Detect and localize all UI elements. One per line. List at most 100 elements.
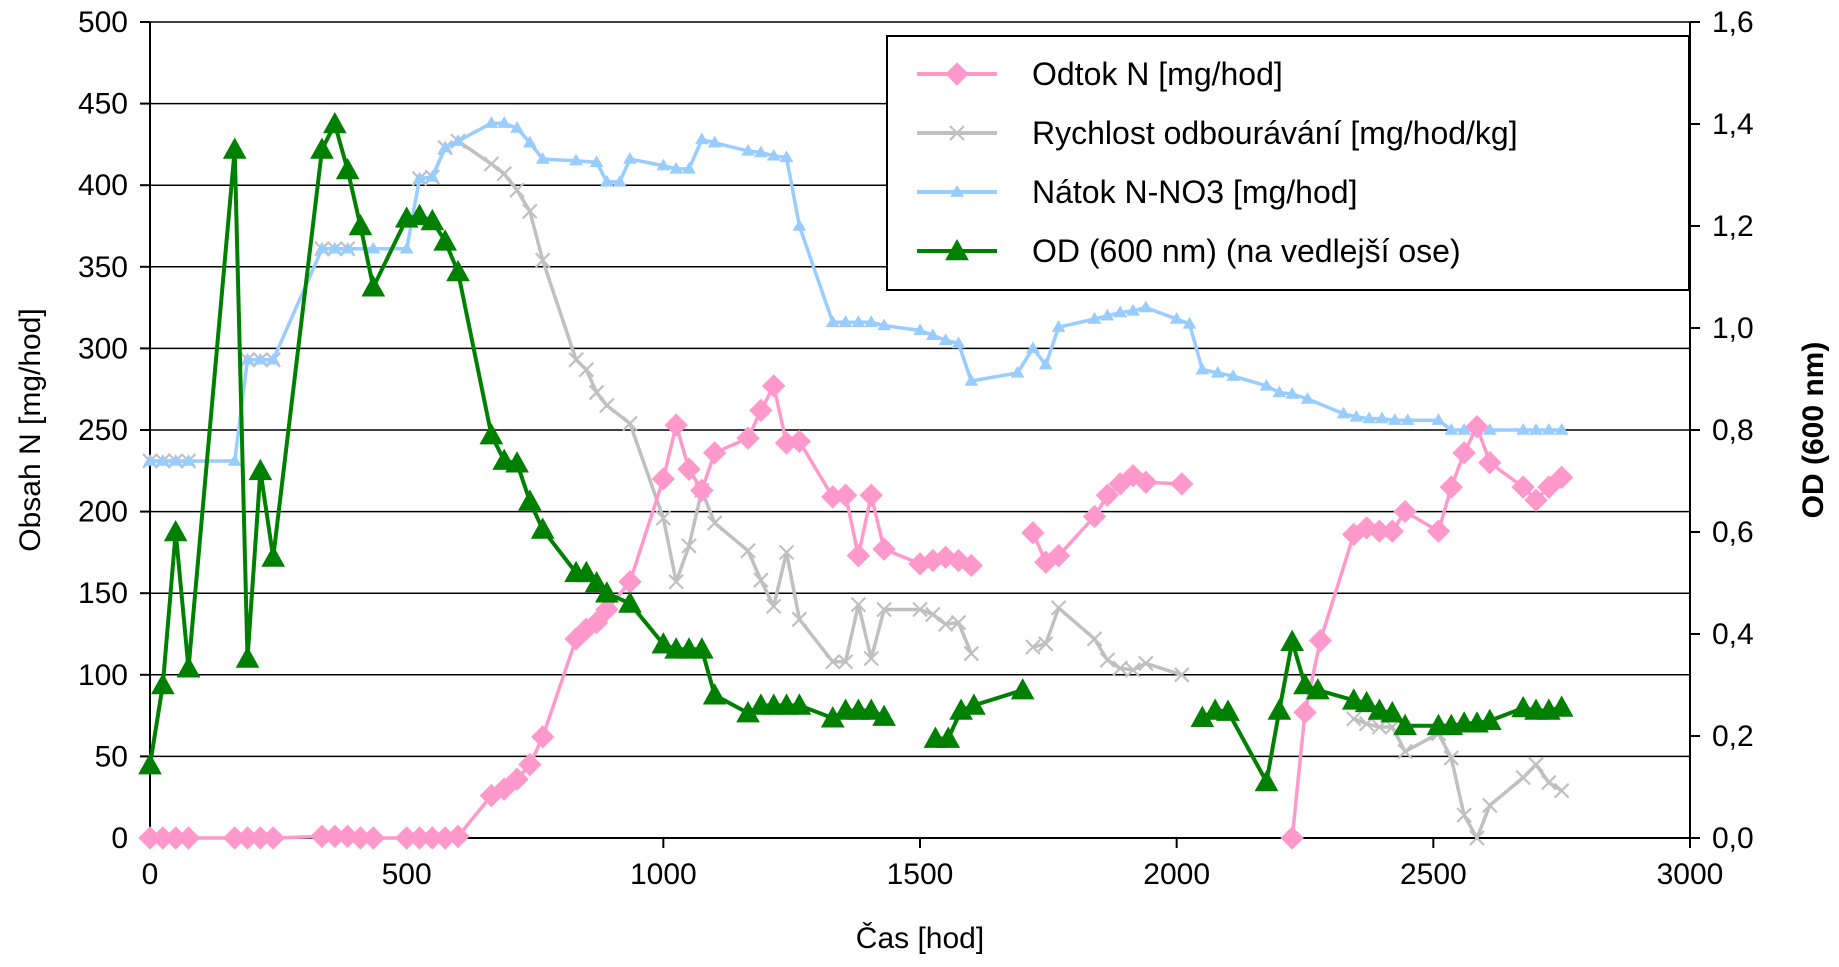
data-point (1452, 441, 1476, 465)
data-point (912, 601, 928, 618)
data-point (1516, 423, 1531, 435)
data-point (530, 517, 555, 539)
data-point (176, 656, 201, 678)
data-point (864, 315, 879, 327)
data-point (859, 698, 884, 720)
data-point (825, 315, 840, 327)
data-point (138, 753, 162, 775)
data-point (340, 241, 355, 254)
legend-swatch-marker (949, 125, 965, 141)
data-point (837, 653, 854, 670)
data-point (779, 150, 794, 163)
data-point (407, 203, 432, 226)
series-group (138, 111, 1574, 850)
data-point (850, 596, 867, 613)
data-point (690, 478, 714, 503)
y2-tick-label: 0,8 (1712, 414, 1754, 447)
data-point (1457, 423, 1472, 435)
data-point (588, 384, 605, 401)
y2-tick-label: 0,4 (1712, 618, 1754, 651)
data-point (1371, 719, 1388, 735)
legend-swatch-marker (950, 185, 964, 197)
data-point (612, 174, 627, 187)
data-point (1554, 423, 1569, 435)
data-point (846, 543, 871, 568)
data-point (438, 140, 453, 153)
data-point (1469, 830, 1485, 846)
data-point (599, 174, 614, 187)
y2-tick-label: 0,0 (1712, 822, 1754, 855)
data-point (227, 454, 242, 466)
data-point (872, 704, 896, 726)
legend-label: Odtok N [mg/hod] (1032, 56, 1283, 92)
data-point (622, 415, 638, 432)
data-point (1254, 769, 1279, 792)
data-point (656, 158, 671, 171)
data-point (266, 352, 281, 365)
data-point (412, 171, 427, 184)
legend-swatch-marker (945, 238, 969, 261)
data-point (261, 826, 285, 850)
data-point (168, 454, 183, 466)
data-point (959, 553, 984, 578)
data-point (1528, 756, 1544, 773)
data-point (518, 489, 542, 511)
data-point (327, 241, 342, 254)
data-point (509, 182, 525, 198)
data-point (248, 458, 273, 481)
series-2 (143, 116, 1569, 466)
data-point (863, 650, 880, 667)
data-point (1138, 655, 1154, 672)
data-point (1300, 392, 1315, 404)
data-point (497, 116, 512, 128)
data-point (1380, 519, 1404, 543)
y-tick-label: 500 (78, 6, 128, 39)
data-point (1285, 387, 1300, 399)
data-point (1549, 465, 1574, 490)
data-point (176, 826, 201, 850)
data-point (706, 515, 723, 531)
legend-label: OD (600 nm) (na vedlejší ose) (1032, 233, 1461, 269)
data-point (496, 165, 512, 182)
data-point (1549, 695, 1574, 717)
data-point (518, 752, 542, 777)
y-tick-label: 250 (78, 414, 128, 447)
y-tick-label: 200 (78, 496, 128, 529)
data-point (1170, 472, 1194, 496)
data-point (534, 252, 551, 269)
y2-tick-label: 1,4 (1712, 108, 1754, 141)
data-point (778, 544, 795, 561)
y2-tick-label: 0,6 (1712, 516, 1754, 549)
data-point (1038, 357, 1053, 370)
data-point (740, 542, 756, 559)
data-point (655, 510, 672, 526)
data-point (1226, 369, 1241, 381)
data-point (479, 423, 504, 445)
data-point (877, 318, 891, 331)
data-point (1087, 312, 1102, 324)
data-point (1308, 628, 1333, 653)
data-point (1515, 769, 1531, 786)
data-point (348, 213, 373, 236)
data-point (833, 483, 858, 507)
data-point (584, 610, 609, 635)
series-3 (138, 111, 1574, 792)
data-point (1444, 423, 1459, 435)
y-tick-label: 300 (78, 332, 128, 365)
data-point (1025, 639, 1041, 655)
y2-tick-label: 0,2 (1712, 720, 1754, 753)
series-line (419, 139, 973, 664)
data-point (1439, 475, 1464, 499)
data-point (851, 315, 866, 327)
data-point (1125, 662, 1141, 678)
data-point (925, 606, 941, 623)
data-point (1010, 678, 1035, 700)
data-point (253, 352, 268, 365)
data-point (1524, 488, 1548, 512)
data-point (235, 646, 260, 668)
data-point (589, 155, 604, 168)
y-tick-label: 150 (78, 577, 128, 610)
data-point (618, 591, 642, 613)
data-point (1026, 341, 1040, 354)
data-point (361, 275, 386, 297)
